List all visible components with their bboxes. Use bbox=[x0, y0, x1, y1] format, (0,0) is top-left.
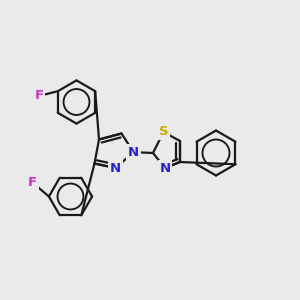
Text: N: N bbox=[110, 161, 121, 175]
Text: N: N bbox=[159, 161, 171, 175]
Text: N: N bbox=[128, 146, 139, 159]
Text: F: F bbox=[28, 176, 37, 189]
Text: F: F bbox=[34, 89, 43, 103]
Text: S: S bbox=[159, 125, 168, 139]
